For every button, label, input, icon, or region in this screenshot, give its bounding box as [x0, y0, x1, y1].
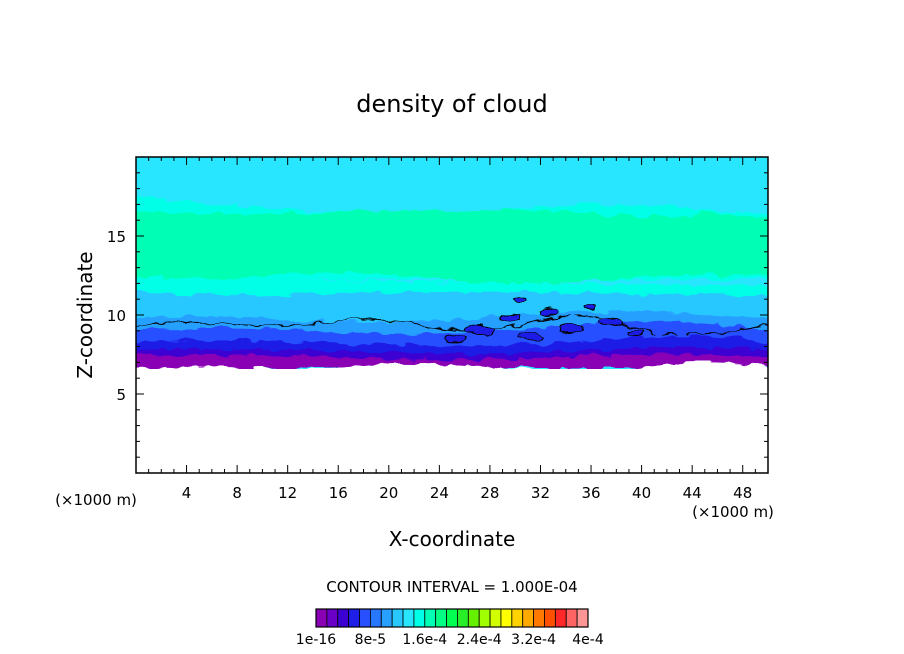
colorbar-swatch [457, 608, 469, 628]
colorbar-label: 2.4e-4 [457, 632, 502, 648]
colorbar-swatch [359, 608, 371, 628]
x-tick-label: 20 [379, 484, 398, 502]
band-purple-base [136, 353, 768, 370]
band-green-core [136, 209, 768, 284]
colorbar-swatch [380, 608, 393, 628]
colorbar-swatch [576, 608, 589, 628]
colorbar-swatch [369, 608, 382, 628]
y-tick-label: 5 [116, 386, 126, 404]
colorbar-swatch [435, 608, 447, 628]
colorbar-label: 8e-5 [355, 632, 386, 648]
x-tick-label: 8 [232, 484, 242, 502]
contour-line [136, 315, 768, 335]
colorbar-frame [315, 608, 589, 628]
colorbar-label: 1e-16 [296, 632, 336, 648]
colorbar [315, 608, 589, 628]
x-tick-label: 44 [683, 484, 702, 502]
colorbar-label: 1.6e-4 [402, 632, 447, 648]
x-tick-label: 12 [278, 484, 297, 502]
y-tick-label: 10 [107, 307, 126, 325]
colorbar-swatch [554, 608, 567, 628]
colorbar-swatch [533, 608, 545, 628]
colorbar-swatch [522, 608, 534, 628]
cloud-free-region [136, 369, 768, 473]
x-tick-label: 48 [733, 484, 752, 502]
colorbar-swatch [489, 608, 502, 628]
x-tick-label: 4 [182, 484, 192, 502]
x-unit-right: (×1000 m) [692, 503, 774, 521]
colorbar-swatch [391, 608, 404, 628]
turbulent-eddies [445, 296, 644, 344]
colorbar-label: 3.2e-4 [511, 632, 556, 648]
x-axis: 4 8 12 16 20 24 28 32 36 40 44 48 [148, 157, 756, 502]
x-tick-label: 24 [430, 484, 449, 502]
x-tick-label: 16 [329, 484, 348, 502]
x-tick-label: 32 [531, 484, 550, 502]
colorbar-swatch [315, 608, 328, 628]
colorbar-swatch [565, 608, 578, 628]
colorbar-swatch [446, 608, 458, 628]
colorbar-swatch [348, 608, 360, 628]
colorbar-swatch [511, 608, 524, 628]
colorbar-swatch [467, 608, 480, 628]
colorbar-labels: 1e-16 8e-5 1.6e-4 2.4e-4 3.2e-4 4e-4 [296, 632, 604, 648]
cloud-density-field [136, 157, 768, 473]
x-unit-left: (×1000 m) [55, 491, 137, 509]
colorbar-label: 4e-4 [572, 632, 604, 648]
colorbar-swatch [544, 608, 556, 628]
x-axis-label: X-coordinate [389, 527, 516, 551]
colorbar-swatch [337, 608, 350, 628]
colorbar-swatch [413, 608, 426, 628]
colorbar-swatch [326, 608, 339, 628]
x-tick-label: 28 [480, 484, 499, 502]
chart-title: density of cloud [356, 90, 547, 118]
colorbar-swatch [500, 608, 513, 628]
x-tick-label: 36 [581, 484, 600, 502]
contour-interval-text: CONTOUR INTERVAL = 1.000E-04 [326, 578, 577, 596]
x-tick-label: 40 [632, 484, 651, 502]
y-axis-label: Z-coordinate [73, 251, 97, 378]
colorbar-swatch [402, 608, 415, 628]
colorbar-swatch [424, 608, 437, 628]
y-axis: 5 10 15 [107, 172, 768, 458]
y-tick-label: 15 [107, 228, 126, 246]
colorbar-swatch [478, 608, 491, 628]
cloud-base-edge [136, 361, 768, 380]
